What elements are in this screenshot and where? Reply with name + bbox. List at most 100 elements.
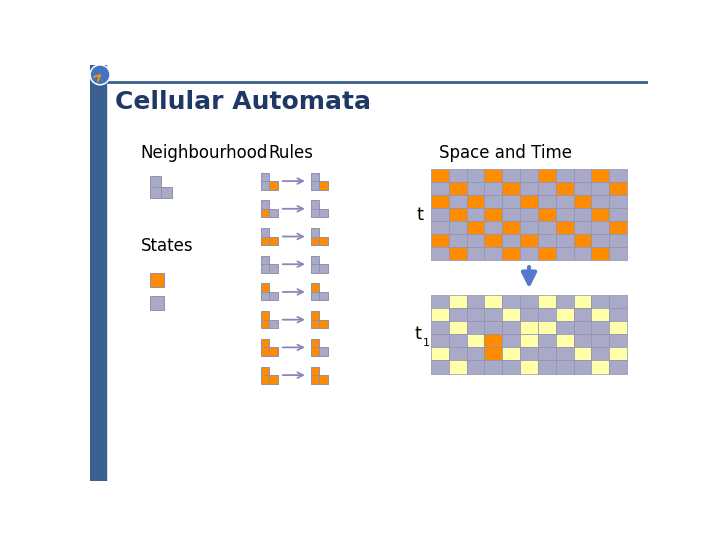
- Bar: [261, 209, 269, 217]
- Bar: [311, 256, 320, 264]
- Text: t: t: [416, 206, 423, 224]
- Bar: [503, 347, 520, 361]
- Bar: [431, 334, 449, 347]
- Bar: [311, 347, 320, 356]
- Bar: [574, 347, 591, 361]
- Bar: [609, 334, 627, 347]
- Bar: [556, 234, 574, 247]
- Bar: [431, 182, 449, 195]
- Bar: [485, 195, 503, 208]
- Bar: [520, 247, 538, 260]
- Bar: [467, 247, 485, 260]
- Bar: [520, 308, 538, 321]
- Bar: [261, 228, 269, 237]
- Bar: [538, 321, 556, 334]
- Bar: [591, 182, 609, 195]
- Bar: [556, 347, 574, 361]
- Bar: [556, 221, 574, 234]
- Bar: [269, 181, 277, 190]
- Bar: [520, 295, 538, 308]
- Bar: [269, 264, 277, 273]
- Bar: [320, 375, 328, 383]
- Bar: [520, 195, 538, 208]
- Bar: [591, 295, 609, 308]
- Bar: [609, 347, 627, 361]
- Bar: [503, 334, 520, 347]
- Bar: [320, 209, 328, 217]
- Bar: [449, 234, 467, 247]
- Bar: [449, 295, 467, 308]
- Bar: [538, 361, 556, 374]
- Bar: [485, 208, 503, 221]
- Bar: [609, 195, 627, 208]
- Bar: [431, 321, 449, 334]
- Bar: [467, 295, 485, 308]
- Bar: [503, 168, 520, 182]
- Bar: [261, 320, 269, 328]
- Bar: [520, 361, 538, 374]
- Bar: [320, 181, 328, 190]
- Bar: [538, 308, 556, 321]
- Bar: [503, 208, 520, 221]
- Bar: [320, 347, 328, 356]
- Bar: [538, 182, 556, 195]
- Bar: [449, 347, 467, 361]
- Bar: [311, 228, 320, 237]
- Bar: [261, 311, 269, 320]
- Bar: [591, 234, 609, 247]
- Bar: [467, 168, 485, 182]
- Bar: [503, 182, 520, 195]
- Circle shape: [90, 65, 110, 85]
- Bar: [556, 195, 574, 208]
- Bar: [431, 221, 449, 234]
- Bar: [261, 367, 269, 375]
- Bar: [574, 234, 591, 247]
- Bar: [574, 361, 591, 374]
- Bar: [556, 208, 574, 221]
- Bar: [591, 347, 609, 361]
- Bar: [311, 292, 320, 300]
- Bar: [467, 308, 485, 321]
- Text: Cellular Automata: Cellular Automata: [114, 90, 371, 114]
- Bar: [520, 221, 538, 234]
- Bar: [261, 339, 269, 347]
- Bar: [467, 234, 485, 247]
- Text: Rules: Rules: [269, 144, 313, 163]
- Bar: [261, 292, 269, 300]
- Text: Neighbourhood: Neighbourhood: [140, 144, 268, 163]
- Bar: [320, 292, 328, 300]
- Bar: [538, 208, 556, 221]
- Bar: [150, 273, 164, 287]
- Bar: [609, 295, 627, 308]
- Bar: [609, 208, 627, 221]
- Bar: [150, 177, 161, 187]
- Bar: [261, 284, 269, 292]
- Bar: [150, 296, 164, 309]
- Bar: [591, 361, 609, 374]
- Bar: [311, 237, 320, 245]
- Bar: [485, 308, 503, 321]
- Bar: [320, 320, 328, 328]
- Bar: [503, 308, 520, 321]
- Bar: [556, 247, 574, 260]
- Bar: [520, 208, 538, 221]
- Bar: [574, 208, 591, 221]
- Bar: [503, 234, 520, 247]
- Bar: [467, 221, 485, 234]
- Bar: [449, 308, 467, 321]
- Bar: [261, 347, 269, 356]
- Bar: [538, 234, 556, 247]
- Bar: [574, 321, 591, 334]
- Bar: [485, 347, 503, 361]
- Bar: [431, 295, 449, 308]
- Bar: [609, 308, 627, 321]
- Bar: [449, 168, 467, 182]
- Bar: [311, 173, 320, 181]
- Bar: [538, 347, 556, 361]
- Bar: [449, 221, 467, 234]
- Bar: [311, 200, 320, 209]
- Bar: [485, 361, 503, 374]
- Bar: [467, 182, 485, 195]
- Bar: [503, 221, 520, 234]
- Bar: [311, 284, 320, 292]
